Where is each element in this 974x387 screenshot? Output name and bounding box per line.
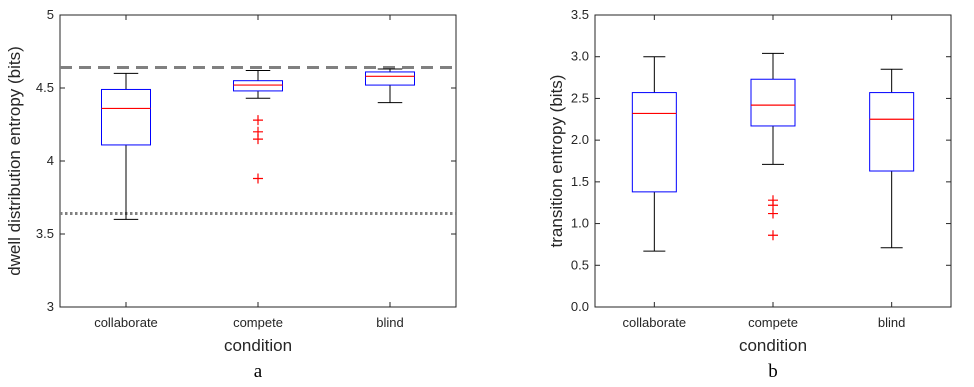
x-tick-label: collaborate [623, 315, 687, 330]
y-tick-label: 3.5 [36, 226, 54, 241]
box-iqr [750, 78, 796, 127]
outlier-marker [253, 115, 263, 126]
x-tick-label: collaborate [94, 315, 158, 330]
y-tick-label: 0.0 [571, 299, 589, 314]
y-tick-label: 5 [47, 7, 54, 22]
y-tick-label: 2.5 [571, 90, 589, 105]
x-tick-label: compete [233, 315, 283, 330]
plot-frame [59, 14, 457, 308]
outlier-marker [768, 200, 778, 211]
box-iqr [101, 88, 151, 146]
x-tick-label: blind [878, 315, 905, 330]
y-tick-label: 3 [47, 299, 54, 314]
outlier-marker [768, 208, 778, 219]
y-tick-label: 1.0 [571, 216, 589, 231]
y-tick-label: 3.0 [571, 49, 589, 64]
x-axis-label: condition [739, 336, 807, 355]
panel-label: a [254, 361, 263, 382]
box-iqr [233, 80, 283, 92]
outlier-marker [768, 230, 778, 241]
outlier-marker [253, 134, 263, 145]
outlier-marker [253, 173, 263, 184]
y-tick-label: 3.5 [571, 7, 589, 22]
y-tick-label: 4.5 [36, 80, 54, 95]
x-tick-label: compete [748, 315, 798, 330]
y-tick-label: 0.5 [571, 257, 589, 272]
y-axis-label: dwell distribution entropy (bits) [5, 46, 24, 276]
panel-label: b [768, 361, 778, 382]
y-tick-label: 1.5 [571, 174, 589, 189]
y-tick-label: 2.0 [571, 132, 589, 147]
box-iqr [869, 92, 915, 172]
chart-b: 0.0 0.5 1.0 1.5 2.0 2.5 3.0 3.5 collaborate compe… [547, 7, 952, 382]
y-axis-label: transition entropy (bits) [547, 75, 566, 248]
x-tick-label: blind [376, 315, 403, 330]
y-tick-label: 4 [47, 153, 54, 168]
chart-a: 3 3.5 4 4.5 5 collaborate compete blind conditio… [5, 7, 457, 382]
box-iqr [631, 92, 677, 193]
x-axis-label: condition [224, 336, 292, 355]
box-iqr [365, 71, 415, 86]
